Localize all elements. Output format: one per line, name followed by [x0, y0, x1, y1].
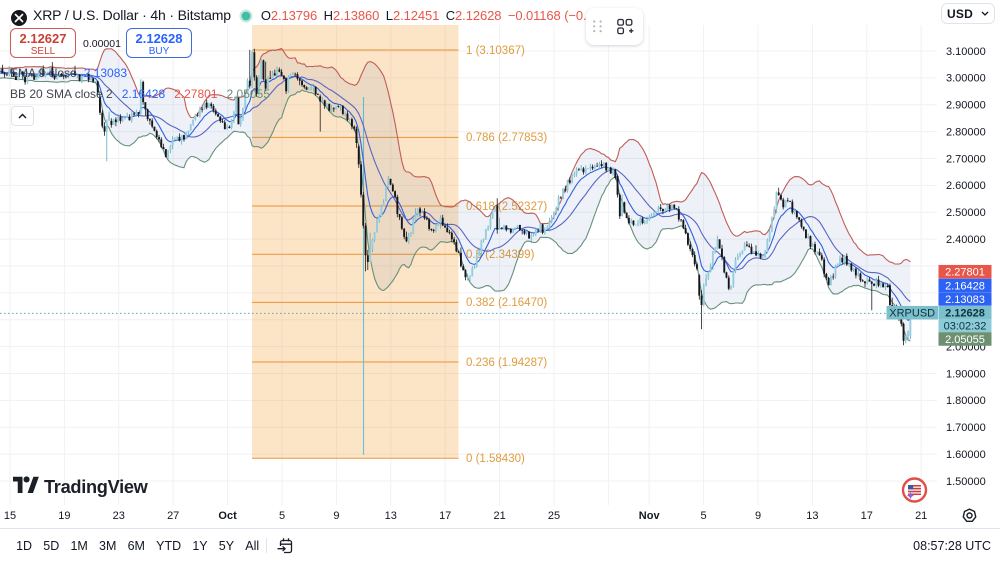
svg-text:1.70000: 1.70000: [946, 422, 986, 434]
svg-text:5: 5: [279, 510, 285, 522]
svg-text:21: 21: [915, 510, 927, 522]
svg-text:2.90000: 2.90000: [946, 100, 986, 112]
svg-text:XRPUSD: XRPUSD: [889, 308, 935, 320]
svg-text:9: 9: [755, 510, 761, 522]
svg-text:2.13083: 2.13083: [945, 294, 985, 306]
svg-text:17: 17: [861, 510, 873, 522]
svg-text:2.80000: 2.80000: [946, 126, 986, 138]
svg-text:2.12628: 2.12628: [945, 308, 985, 320]
svg-text:0.382 (2.16470): 0.382 (2.16470): [466, 297, 547, 309]
svg-text:19: 19: [58, 510, 70, 522]
svg-text:TradingView: TradingView: [44, 477, 149, 497]
svg-text:2.16428: 2.16428: [945, 280, 985, 292]
svg-text:27: 27: [167, 510, 179, 522]
svg-text:13: 13: [806, 510, 818, 522]
svg-text:1.90000: 1.90000: [946, 368, 986, 380]
svg-text:2.60000: 2.60000: [946, 180, 986, 192]
svg-text:17: 17: [439, 510, 451, 522]
svg-text:2.27801: 2.27801: [945, 267, 985, 279]
svg-text:21: 21: [493, 510, 505, 522]
svg-text:0 (1.58430): 0 (1.58430): [466, 453, 525, 465]
svg-text:2.05055: 2.05055: [945, 334, 985, 346]
svg-text:1.60000: 1.60000: [946, 449, 986, 461]
svg-text:25: 25: [548, 510, 560, 522]
svg-text:13: 13: [385, 510, 397, 522]
svg-text:1 (3.10367): 1 (3.10367): [466, 45, 525, 57]
svg-text:3.00000: 3.00000: [946, 73, 986, 85]
svg-text:Oct: Oct: [218, 510, 237, 522]
svg-text:03:02:32: 03:02:32: [944, 321, 987, 333]
svg-text:1.50000: 1.50000: [946, 476, 986, 488]
svg-text:Nov: Nov: [639, 510, 661, 522]
svg-text:15: 15: [4, 510, 16, 522]
svg-text:0.618 (2.52327): 0.618 (2.52327): [466, 201, 547, 213]
svg-text:1.80000: 1.80000: [946, 395, 986, 407]
svg-text:9: 9: [333, 510, 339, 522]
svg-text:2.50000: 2.50000: [946, 207, 986, 219]
svg-text:23: 23: [113, 510, 125, 522]
svg-text:3.10000: 3.10000: [946, 46, 986, 58]
svg-text:0.786 (2.77853): 0.786 (2.77853): [466, 132, 547, 144]
svg-text:2.40000: 2.40000: [946, 234, 986, 246]
svg-text:5: 5: [701, 510, 707, 522]
svg-text:0.236 (1.94287): 0.236 (1.94287): [466, 357, 547, 369]
svg-text:2.70000: 2.70000: [946, 153, 986, 165]
